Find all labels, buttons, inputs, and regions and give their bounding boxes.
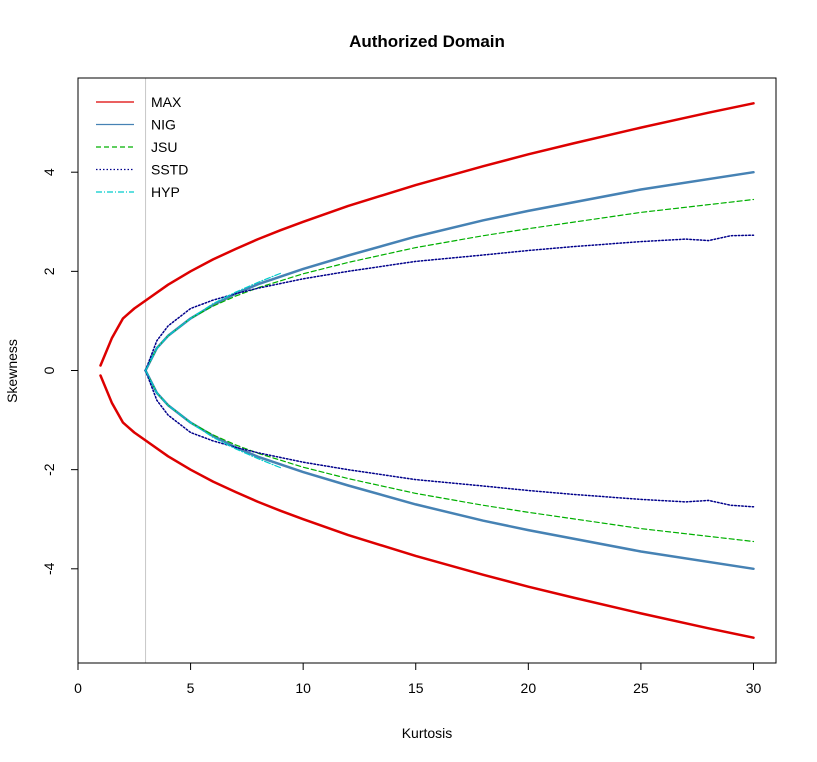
y-tick-label: 2	[41, 267, 57, 275]
y-tick-label: -4	[41, 562, 57, 575]
chart-title: Authorized Domain	[349, 32, 505, 51]
x-tick-label: 20	[521, 680, 537, 696]
series-max-lower-line	[99, 374, 755, 639]
x-tick-label: 0	[74, 680, 82, 696]
series-jsu-lower-line	[144, 369, 755, 543]
x-axis: 0 5 10 15 20 25 30	[74, 662, 762, 696]
x-tick-label: 30	[746, 680, 762, 696]
x-tick-label: 15	[408, 680, 424, 696]
series-nig-upper-line	[144, 170, 755, 372]
series-sstd-lower-line	[144, 369, 755, 508]
series-jsu-upper-line	[144, 198, 755, 372]
series-hyp-upper-line	[144, 272, 282, 372]
legend-label-sstd: SSTD	[151, 162, 188, 178]
series-nig-lower-line	[144, 369, 755, 571]
x-tick-label: 5	[187, 680, 195, 696]
x-axis-label: Kurtosis	[402, 725, 453, 741]
y-tick-label: 0	[41, 366, 57, 374]
x-tick-label: 10	[295, 680, 311, 696]
legend: MAX NIG JSU SSTD HYP	[96, 94, 188, 200]
legend-label-jsu: JSU	[151, 139, 177, 155]
legend-label-max: MAX	[151, 94, 182, 110]
y-axis-label: Skewness	[4, 339, 20, 403]
series-hyp-lower-line	[144, 369, 282, 469]
y-tick-label: -2	[41, 463, 57, 476]
series-max-upper-line	[99, 102, 755, 367]
legend-label-hyp: HYP	[151, 184, 180, 200]
legend-label-nig: NIG	[151, 117, 176, 133]
series-sstd-upper-line	[144, 234, 755, 372]
series-layer	[99, 102, 755, 639]
x-tick-label: 25	[633, 680, 649, 696]
y-tick-label: 4	[41, 168, 57, 176]
y-axis: -4 -2 0 2 4	[41, 168, 79, 575]
